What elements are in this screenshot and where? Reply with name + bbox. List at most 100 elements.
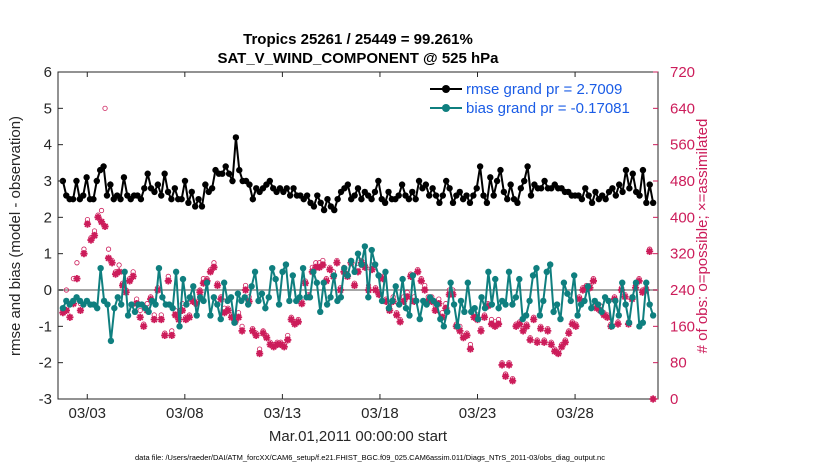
bias-point [251, 268, 259, 276]
bias-point [440, 323, 447, 330]
bias-point [323, 301, 331, 308]
rmse-point [395, 192, 402, 199]
y-right-tick-label: 560 [670, 137, 695, 154]
bias-point [478, 294, 485, 301]
obs-assimilated-marker [371, 286, 380, 294]
bias-point [584, 283, 592, 290]
bias-point [557, 315, 564, 323]
bias-point [622, 301, 629, 308]
rmse-point [310, 203, 318, 210]
rmse-point [107, 181, 114, 188]
y-right-tick-label: 320 [670, 246, 695, 263]
rmse-point [643, 199, 650, 206]
rmse-point [622, 166, 630, 174]
obs-assimilated-marker [480, 313, 489, 321]
bias-point [546, 261, 554, 268]
rmse-point [137, 195, 145, 203]
rmse-point [483, 199, 491, 206]
rmse-point [236, 166, 243, 174]
obs-assimilated-marker [508, 377, 517, 385]
x-tick-label: 03/03 [68, 405, 106, 422]
y-tick-label: 0 [44, 282, 52, 299]
bias-point [241, 294, 248, 301]
bias-point [214, 301, 221, 308]
rmse-point [537, 185, 545, 192]
bias-point [612, 297, 619, 305]
y-right-tick-label: 160 [670, 318, 695, 335]
obs-assimilated-marker [554, 349, 562, 358]
bias-point [244, 301, 252, 308]
bias-point [457, 297, 465, 305]
obs-assimilated-marker [544, 327, 552, 335]
rmse-point [582, 185, 589, 192]
bias-point [619, 279, 626, 286]
bias-point [464, 279, 472, 286]
obs-assimilated-marker [593, 304, 601, 312]
rmse-series-markers [59, 134, 657, 214]
obs-assimilated-marker [224, 306, 232, 315]
rmse-point [626, 185, 633, 192]
bias-point [536, 312, 544, 319]
y-axis-left-label: rmse and bias (model - observation) [7, 116, 24, 356]
rmse-point [493, 177, 501, 185]
bias-point [450, 301, 458, 308]
rmse-point [615, 181, 623, 188]
rmse-point [188, 188, 195, 196]
bias-point [550, 308, 557, 315]
chart-subtitle: SAT_V_WIND_COMPONENT @ 525 hPa [217, 50, 499, 67]
bias-point [505, 268, 513, 276]
rmse-point [73, 177, 80, 185]
obs-possible-marker [98, 207, 105, 214]
obs-assimilated-marker [403, 293, 411, 301]
obs-assimilated-marker [575, 295, 583, 303]
rmse-point [358, 195, 365, 203]
y-right-tick-label: 480 [670, 173, 695, 190]
rmse-point [609, 185, 616, 192]
rmse-point [436, 199, 443, 206]
bias-point [179, 275, 187, 283]
obs-assimilated-marker [603, 313, 612, 321]
rmse-point [246, 181, 253, 188]
obs-assimilated-marker [217, 295, 225, 303]
rmse-point [432, 192, 440, 199]
bias-point [152, 301, 159, 308]
bias-point [639, 319, 647, 326]
bias-point [488, 301, 496, 308]
rmse-point [185, 199, 192, 206]
obs-assimilated-marker [526, 336, 534, 344]
bias-point [186, 294, 194, 301]
obs-assimilated-marker [565, 329, 573, 337]
obs-assimilated-marker [241, 286, 250, 294]
bias-point [574, 312, 581, 319]
obs-assimilated-marker [234, 313, 243, 321]
obs-assimilated-marker [73, 275, 81, 283]
bias-point [567, 297, 574, 305]
bias-point [193, 312, 200, 319]
rmse-point [527, 192, 535, 199]
bias-point [416, 315, 423, 323]
obs-assimilated-marker [540, 338, 548, 346]
bias-point [128, 301, 135, 308]
bias-point [526, 297, 533, 305]
obs-assimilated-marker [361, 263, 369, 271]
bias-point [159, 294, 166, 301]
obs-assimilated-marker [512, 322, 520, 330]
bias-point [409, 272, 417, 279]
rmse-point [592, 188, 599, 196]
x-tick-label: 03/08 [166, 405, 204, 422]
rmse-point [219, 170, 226, 177]
bias-point [447, 279, 454, 286]
rmse-point [229, 177, 236, 185]
rmse-point [69, 195, 77, 203]
obs-assimilated-marker [266, 340, 274, 349]
rmse-point [331, 206, 338, 214]
rmse-point [629, 170, 636, 177]
rmse-point [442, 177, 450, 185]
rmse-point [354, 185, 362, 192]
obs-assimilated-marker [178, 306, 186, 315]
rmse-point [500, 188, 508, 196]
obs-assimilated-marker [547, 340, 555, 349]
rmse-point [619, 188, 626, 196]
rmse-point [473, 185, 480, 192]
obs-assimilated-marker [322, 277, 330, 285]
